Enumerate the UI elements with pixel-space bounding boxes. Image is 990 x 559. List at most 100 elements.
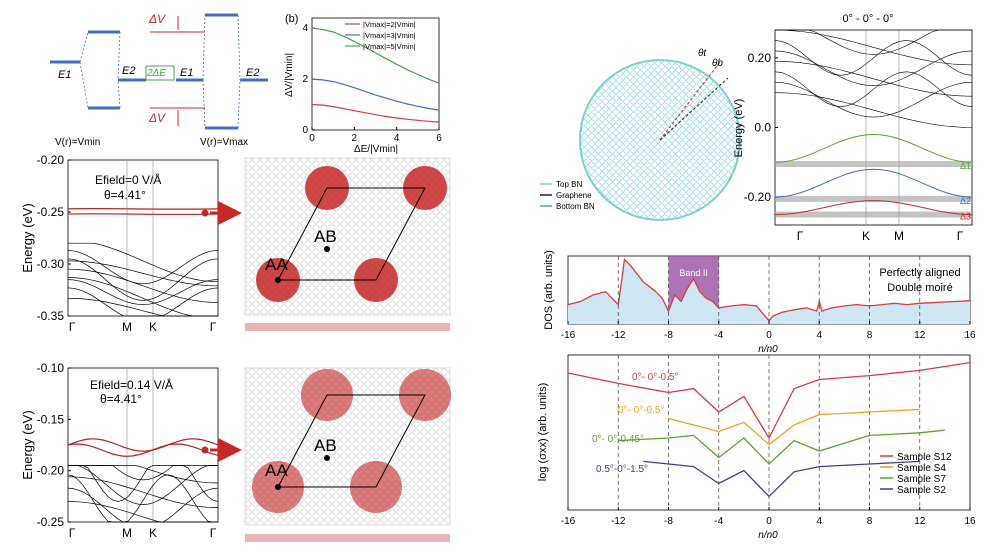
- panel-b-tag: (b): [285, 13, 298, 25]
- band-top-flat-0: [67, 207, 219, 210]
- sigma-xtick-label-4: 0: [766, 516, 772, 527]
- band-right-upper-7: [775, 29, 972, 55]
- chart-b-ytick-label-1: 2: [302, 74, 308, 85]
- chart-b-xlabel: ΔE/|Vmin|: [354, 144, 398, 155]
- sigma-xlabel: n/n0: [758, 530, 778, 541]
- moire-top-aa-dot: [275, 277, 281, 283]
- band-right-gap-label-2: Δ3: [960, 212, 971, 222]
- bandBottom-xtick-label-1: M: [122, 526, 132, 540]
- dos-xtick-label-6: 8: [867, 330, 873, 341]
- dos-xtick-label-8: 16: [964, 330, 976, 341]
- chart-b-series-1: [311, 78, 440, 111]
- band-right-upper-4: [774, 50, 973, 87]
- dos-xtick-label-4: 0: [766, 330, 772, 341]
- two-delta-e-box: [145, 65, 175, 81]
- band-structure-right: 0° - 0° - 0° Energy (eV) -0.20 0.0 0.20 Γ K M…: [733, 13, 973, 243]
- band-top-dispersive-2: [67, 277, 218, 317]
- band-bottom-dispersive-2: [67, 474, 218, 523]
- dos-xtick-label-7: 12: [914, 330, 926, 341]
- dos-chart: DOS (arb. units) n/n0 Band II -16 -12 -8 -4 0…: [543, 250, 976, 355]
- moire-bottom-aa-label: AA: [265, 461, 288, 480]
- bandRight-ytick-label-0: -0.20: [744, 190, 772, 204]
- band-right-upper-0: [774, 92, 973, 128]
- bandBottom-ytick-label-1: -0.20: [37, 464, 65, 478]
- bandTop-ytick-label-2: -0.25: [37, 205, 65, 219]
- band-top-dispersive-4: [67, 268, 219, 303]
- bandTop-ytick-label-0: -0.35: [37, 309, 65, 323]
- band-bottom-flat-0: [67, 438, 219, 452]
- chart-b-legend-label-0: |Vmax|=2|Vmin|: [363, 20, 416, 29]
- sigma-series-3: [643, 460, 920, 498]
- band-right-upper-1: [774, 81, 973, 118]
- chart-b-ylabel: ΔV/|Vmin|: [284, 53, 295, 97]
- band-right-upper-3: [774, 61, 973, 97]
- sigma-series-2: [618, 429, 945, 465]
- bandRight-xtick-label-3: Γ: [957, 229, 964, 243]
- bandRight-ytick-label-2: 0.20: [748, 51, 772, 65]
- schematic-theta-t: θt: [698, 48, 707, 59]
- band-bottom-theta: θ=4.41°: [100, 392, 142, 406]
- chart-b-series-0: [311, 103, 440, 123]
- band-top-dispersive-1: [67, 287, 219, 317]
- schematic-theta-b: θb: [712, 58, 723, 69]
- moire-top-aa-label: AA: [265, 255, 288, 274]
- moire-top-ab-dot: [324, 246, 330, 252]
- dos-note-line2: Double moiré: [887, 282, 952, 294]
- band-right-upper-5: [774, 40, 973, 76]
- bandBottom-xtick-label-2: K: [149, 526, 157, 540]
- sigma-legend-label-0: Sample S12: [897, 452, 952, 463]
- bandBottom-xtick-label-0: Γ: [69, 526, 76, 540]
- band-right-gap-label-0: Δ1: [960, 161, 971, 171]
- sigma-xtick-label-2: -8: [664, 516, 673, 527]
- sigma-series-0: [567, 361, 971, 440]
- sigma-legend-label-1: Sample S4: [897, 463, 946, 474]
- chart-b-xtick-label-0: 0: [309, 133, 315, 144]
- delta-v-lower-label: ΔV: [148, 111, 166, 125]
- chart-b-xtick-label-2: 4: [394, 133, 400, 144]
- schematic-legend-label-1: Graphene: [556, 191, 592, 200]
- moire-bottom-ab-label: AB: [314, 436, 337, 455]
- band-structure-top: Energy (eV) Efield=0 V/Å θ=4.41° -0.35 -0…: [20, 153, 242, 334]
- dos-xtick-label-2: -8: [664, 330, 673, 341]
- bandTop-xtick-label-0: Γ: [69, 320, 76, 334]
- chart-b-legend-label-2: |Vmax|=5|Vmin|: [363, 42, 416, 51]
- bandRight-xtick-label-2: M: [894, 229, 904, 243]
- sigma-legend-label-3: Sample S2: [897, 485, 946, 496]
- e2-mid-label: E2: [122, 65, 135, 77]
- dos-xtick-label-1: -12: [611, 330, 626, 341]
- moire-top-ab-label: AB: [314, 227, 337, 246]
- band-right-gap-label-1: Δ2: [960, 196, 971, 206]
- band-right-upper-6: [774, 29, 973, 66]
- band-top-flat-1: [67, 213, 219, 215]
- sigma-xtick-label-3: -4: [714, 516, 723, 527]
- band-bottom-dispersive-7: [68, 465, 218, 481]
- vmax-label: V(r)=Vmax: [200, 137, 248, 148]
- sigma-xtick-label-8: 16: [964, 516, 976, 527]
- bandRight-xtick-label-1: K: [862, 229, 870, 243]
- band-bottom-dispersive-5: [68, 465, 219, 502]
- moire-bottom-ab-dot: [324, 455, 330, 461]
- schematic-legend-label-2: Bottom BN: [556, 202, 595, 211]
- band-right-gap-0: [775, 161, 972, 168]
- chart-b-series-2: [311, 27, 440, 84]
- dos-ylabel: DOS (arb. units): [543, 250, 555, 329]
- dos-band-label: Band II: [679, 268, 708, 278]
- sigma-curve-label-1: 0°- 0°-0.5°: [618, 405, 664, 416]
- bandTop-ytick-label-1: -0.30: [37, 257, 65, 271]
- two-delta-e-label: 2ΔE: [146, 68, 166, 79]
- band-right-colored-0: [774, 133, 973, 163]
- heterostructure-schematic: θt θb Top BN Graphene Bottom BN: [540, 48, 741, 221]
- schematic-angle-line-1: [659, 61, 721, 141]
- moire-top-cell: [277, 187, 426, 281]
- band-top-dispersive-5: [67, 258, 219, 301]
- band-bottom-ylabel: Energy (eV): [20, 410, 35, 479]
- bandTop-xtick-label-2: K: [149, 320, 157, 334]
- band-top-dispersive-8: [68, 242, 219, 283]
- bandTop-xtick-label-3: Γ: [210, 320, 217, 334]
- sigma-curve-label-2: 0°- 0°-0.45°: [592, 434, 644, 445]
- band-right-title: 0° - 0° - 0°: [842, 13, 893, 25]
- band-top-ylabel: Energy (eV): [20, 203, 35, 272]
- moire-bottom-aa-dot: [275, 484, 281, 490]
- schematic-angle-line-2: [659, 77, 729, 141]
- band-right-colored-1: [774, 168, 973, 198]
